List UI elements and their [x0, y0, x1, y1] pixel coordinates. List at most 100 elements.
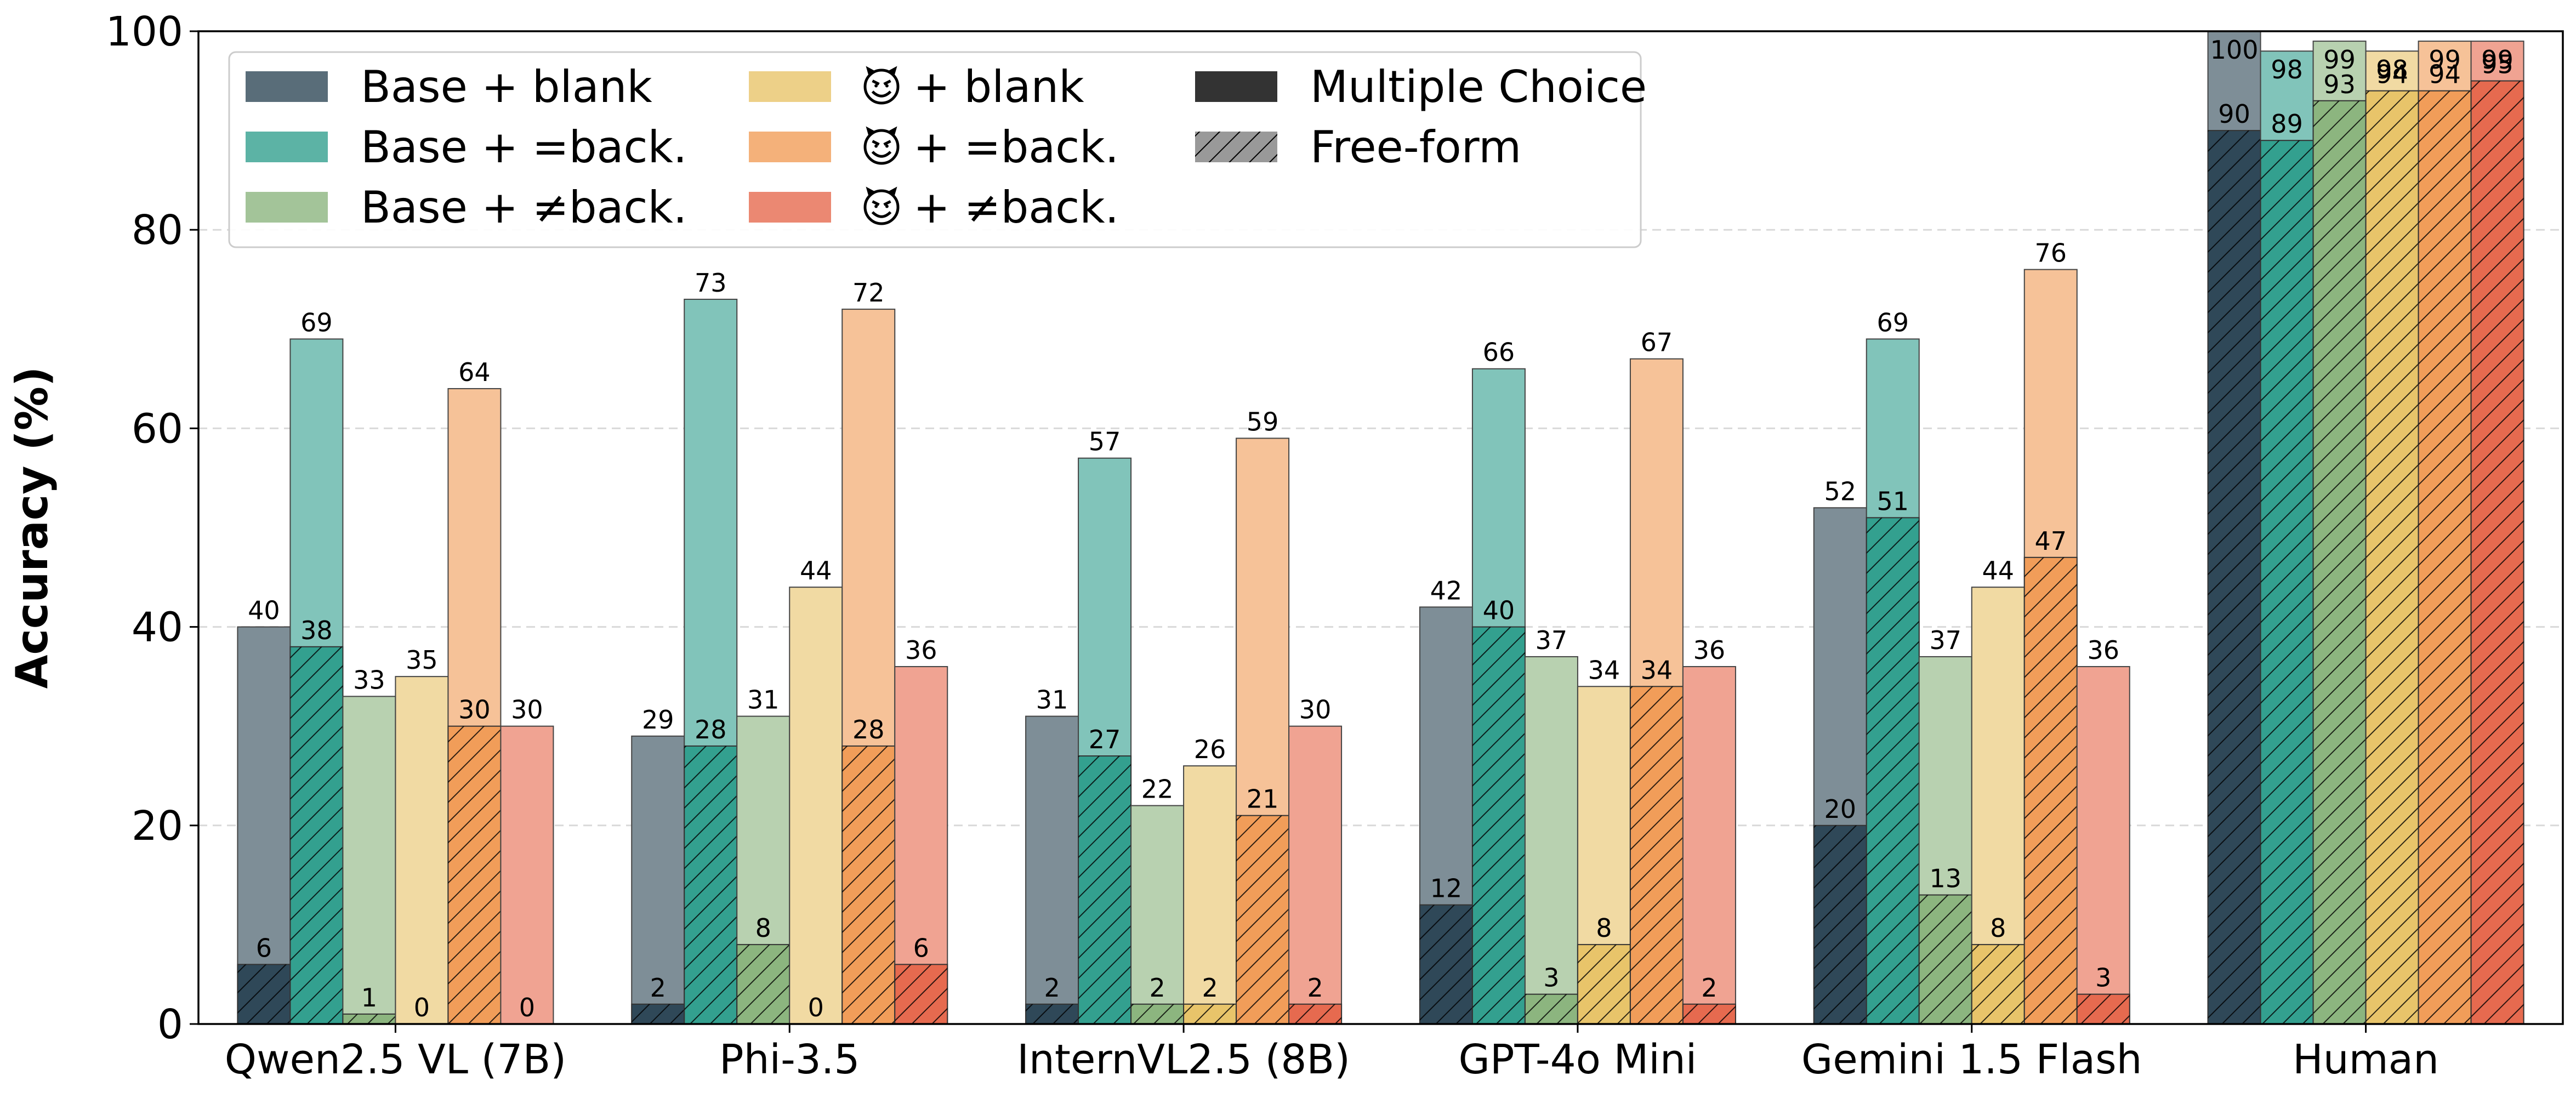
value-label-free-form: 3 [2095, 963, 2111, 993]
value-label-multiple-choice: 35 [406, 645, 438, 675]
value-label-multiple-choice: 31 [747, 685, 780, 715]
value-label-multiple-choice: 66 [1483, 338, 1515, 367]
value-label-free-form: 6 [913, 933, 929, 963]
value-label-multiple-choice: 72 [852, 278, 885, 308]
value-label-free-form: 13 [1929, 864, 1961, 894]
value-label-multiple-choice: 30 [1299, 695, 1332, 725]
x-tick-label: GPT-4o Mini [1459, 1036, 1697, 1083]
y-tick-label: 40 [132, 604, 183, 651]
bar-free-form-hatch [2418, 90, 2471, 1024]
value-label-free-form: 94 [2429, 60, 2461, 89]
bar-free-form-hatch [1419, 904, 1472, 1024]
y-axis-label: Accuracy (%) [7, 367, 58, 689]
value-label-free-form: 95 [2481, 50, 2514, 79]
bar-free-form-hatch [842, 746, 895, 1024]
bar-free-form-hatch [1813, 825, 1867, 1024]
value-label-free-form: 2 [1202, 973, 1218, 1003]
value-label-multiple-choice: 44 [1982, 556, 2014, 585]
y-tick-label: 100 [106, 8, 183, 55]
value-label-multiple-choice: 76 [2034, 238, 2067, 268]
legend-swatch [749, 192, 831, 223]
value-label-multiple-choice: 44 [800, 556, 832, 585]
value-label-free-form: 0 [808, 993, 824, 1022]
value-label-multiple-choice: 42 [1430, 576, 1463, 605]
value-label-free-form: 90 [2218, 99, 2250, 129]
bar-free-form-hatch [2313, 100, 2366, 1024]
bar-free-form-hatch [1289, 1004, 1342, 1024]
devil-face-icon [863, 186, 900, 225]
bar-free-form-hatch [448, 726, 501, 1024]
devil-face-icon [863, 126, 900, 165]
bar-multiple-choice [395, 676, 449, 1025]
value-label-free-form: 3 [1543, 963, 1559, 993]
value-label-free-form: 2 [650, 973, 666, 1003]
bar-free-form-hatch [2208, 130, 2261, 1025]
value-label-free-form: 6 [256, 933, 272, 963]
value-label-free-form: 2 [1149, 973, 1165, 1003]
value-label-free-form: 0 [519, 993, 535, 1022]
legend-label: + ≠back. [913, 182, 1119, 233]
legend-swatch [246, 132, 328, 162]
bar-multiple-choice [2076, 666, 2130, 1025]
legend-label: Base + =back. [361, 122, 687, 173]
bar-free-form-hatch [1026, 1004, 1079, 1024]
x-tick-label: InternVL2.5 (8B) [1017, 1036, 1350, 1083]
legend-label: Multiple Choice [1310, 61, 1647, 112]
value-label-multiple-choice: 100 [2210, 35, 2259, 65]
value-label-free-form: 93 [2323, 70, 2356, 99]
bar-free-form-hatch [1682, 1004, 1736, 1024]
bar-multiple-choice [500, 725, 554, 1025]
value-label-multiple-choice: 69 [1876, 308, 1909, 337]
bar-free-form-hatch [237, 964, 291, 1024]
bar-free-form-hatch [343, 1014, 396, 1024]
value-label-multiple-choice: 22 [1141, 775, 1174, 804]
value-label-free-form: 89 [2271, 109, 2303, 139]
value-label-free-form: 28 [695, 715, 727, 744]
value-label-free-form: 1 [361, 983, 377, 1012]
value-label-multiple-choice: 36 [1693, 635, 1726, 665]
bar-free-form-hatch [1971, 945, 2025, 1024]
value-label-multiple-choice: 26 [1194, 735, 1226, 764]
value-label-free-form: 8 [755, 913, 771, 943]
value-label-multiple-choice: 99 [2481, 45, 2514, 75]
value-label-multiple-choice: 99 [2429, 45, 2461, 75]
bar-free-form-hatch [2471, 81, 2524, 1024]
value-label-multiple-choice: 31 [1036, 685, 1068, 715]
bar-free-form-hatch [1866, 517, 1919, 1024]
bar-multiple-choice [789, 587, 843, 1025]
value-label-multiple-choice: 98 [2271, 55, 2303, 84]
bar-free-form-hatch [2077, 994, 2130, 1024]
value-label-free-form: 28 [852, 715, 885, 744]
value-label-multiple-choice: 29 [642, 705, 674, 735]
devil-face-icon [863, 66, 900, 105]
legend-swatch [749, 132, 831, 162]
x-tick-label: Gemini 1.5 Flash [1801, 1036, 2142, 1083]
value-label-multiple-choice: 30 [511, 695, 543, 725]
value-label-multiple-choice: 36 [905, 635, 937, 665]
value-label-free-form: 51 [1876, 486, 1909, 516]
value-label-free-form: 94 [2376, 60, 2408, 89]
value-label-multiple-choice: 34 [1588, 655, 1620, 685]
legend-swatch [246, 71, 328, 102]
bar-free-form-hatch [632, 1004, 685, 1024]
value-label-multiple-choice: 64 [458, 357, 491, 387]
value-label-free-form: 2 [1701, 973, 1717, 1003]
value-label-multiple-choice: 36 [2087, 635, 2119, 665]
value-label-free-form: 2 [1044, 973, 1060, 1003]
bar-multiple-choice [342, 696, 396, 1025]
value-label-free-form: 40 [1483, 596, 1515, 625]
bar-free-form-hatch [2024, 557, 2077, 1024]
bar-free-form-hatch [1078, 756, 1131, 1024]
value-label-multiple-choice: 73 [695, 268, 727, 298]
value-label-multiple-choice: 52 [1824, 476, 1856, 506]
legend-swatch-solid [1195, 71, 1277, 102]
value-label-free-form: 8 [1990, 913, 2006, 943]
y-tick-label: 20 [132, 803, 183, 850]
y-tick-label: 0 [157, 1001, 183, 1048]
value-label-free-form: 34 [1641, 655, 1673, 685]
y-tick-label: 80 [132, 207, 183, 254]
legend-box [228, 51, 1642, 248]
value-label-free-form: 20 [1824, 794, 1856, 824]
value-label-free-form: 38 [300, 616, 333, 645]
